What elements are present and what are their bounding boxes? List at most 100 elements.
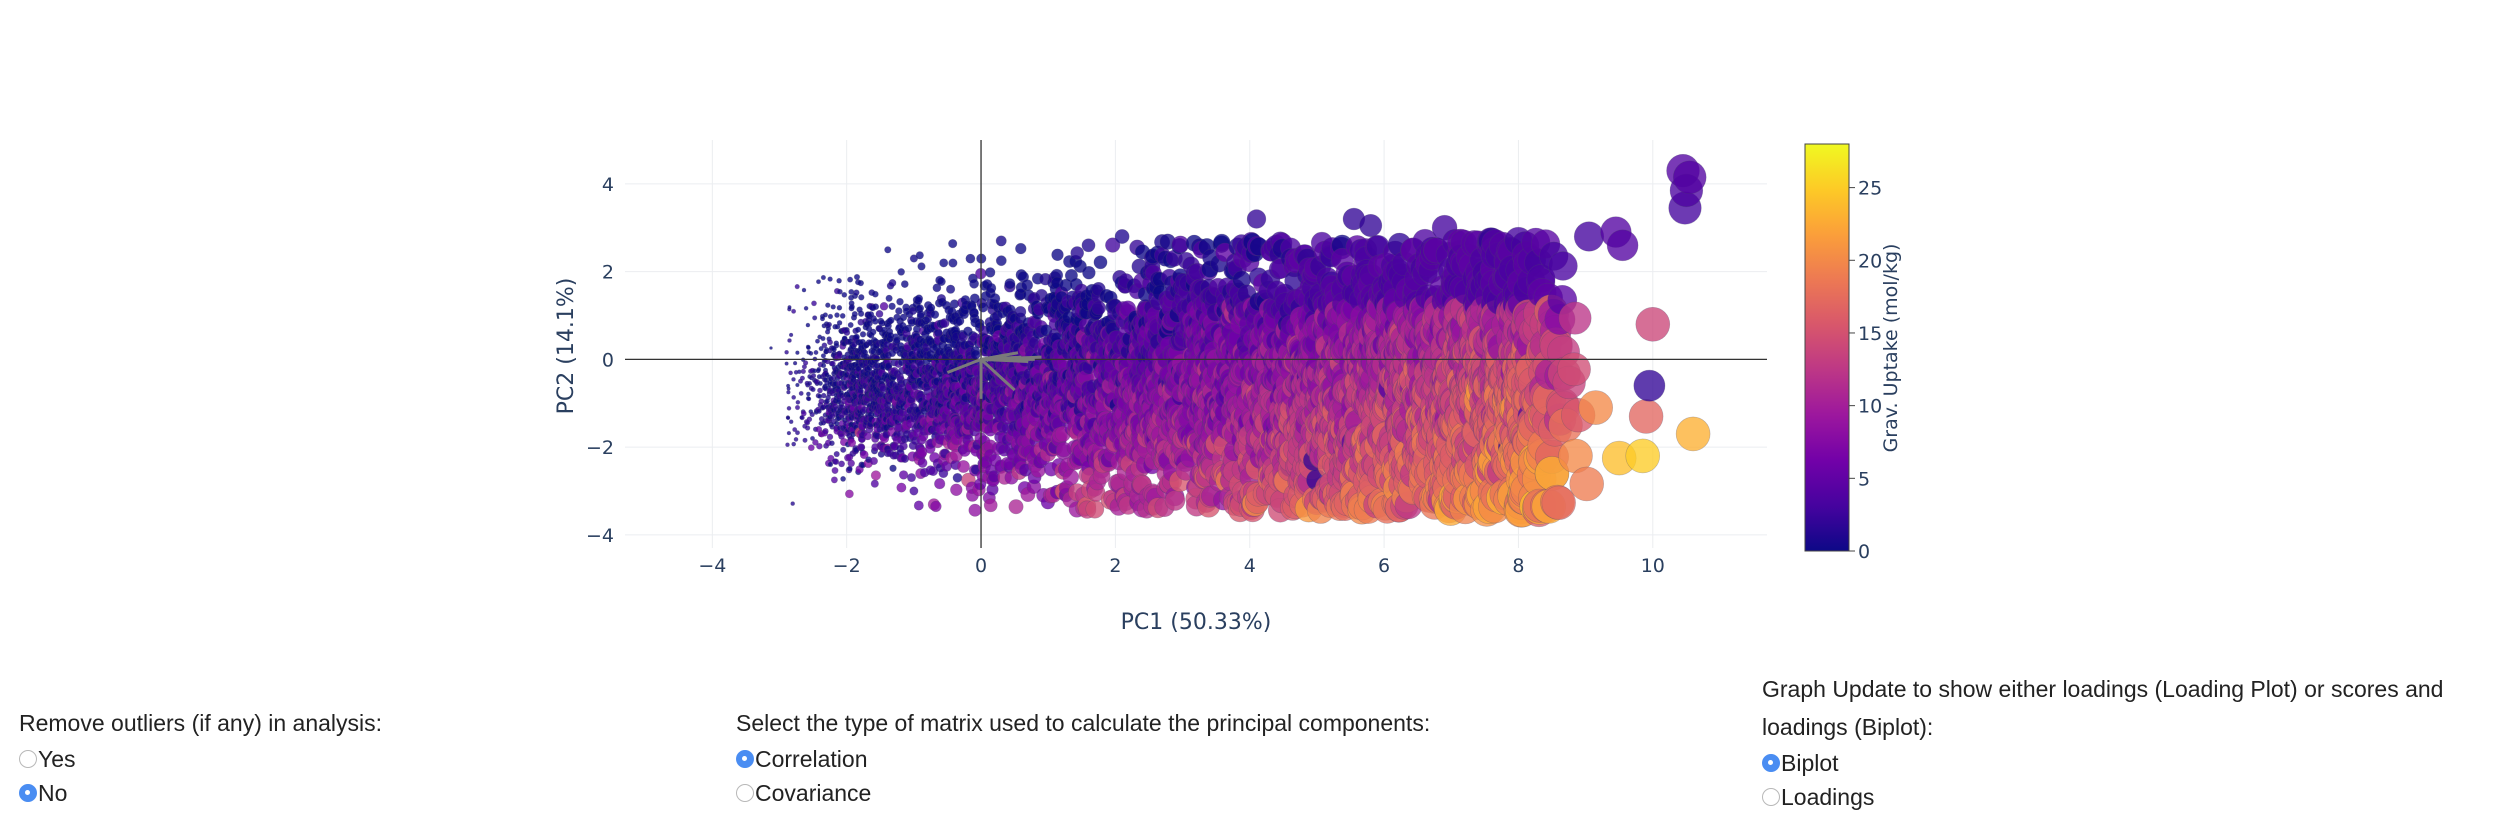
- score-point: [828, 314, 833, 319]
- score-point: [833, 459, 839, 465]
- score-point: [796, 400, 800, 404]
- score-point: [796, 351, 800, 355]
- score-point: [840, 313, 845, 318]
- score-point: [899, 442, 907, 450]
- score-point: [1071, 247, 1084, 260]
- score-point: [788, 339, 792, 343]
- score-point: [898, 268, 905, 275]
- score-point: [876, 310, 883, 317]
- score-point: [848, 322, 853, 327]
- score-point: [855, 327, 861, 333]
- score-point: [804, 306, 808, 310]
- score-point: [1063, 469, 1079, 485]
- score-point: [818, 381, 822, 385]
- score-point: [840, 447, 846, 453]
- score-point: [821, 275, 826, 280]
- score-point: [827, 340, 832, 345]
- score-point: [931, 311, 939, 319]
- score-point: [793, 361, 797, 365]
- score-point: [806, 392, 810, 396]
- score-point: [889, 303, 896, 310]
- score-point: [918, 458, 927, 467]
- score-point: [799, 391, 803, 395]
- score-point: [948, 239, 957, 248]
- score-point: [789, 333, 793, 337]
- score-point: [816, 443, 822, 449]
- score-point: [852, 311, 858, 317]
- score-point: [886, 295, 893, 302]
- score-point: [1015, 306, 1026, 317]
- score-point: [792, 395, 796, 399]
- score-point: [957, 460, 969, 472]
- score-point: [796, 383, 800, 387]
- score-point: [888, 317, 895, 324]
- score-point: [907, 473, 915, 481]
- score-point: [966, 254, 975, 263]
- score-point: [916, 252, 924, 260]
- score-point: [823, 313, 828, 318]
- score-points: [770, 154, 1711, 527]
- score-point: [770, 347, 773, 350]
- score-point: [996, 256, 1006, 266]
- score-point: [828, 277, 833, 282]
- score-point: [1009, 500, 1023, 514]
- score-point: [801, 369, 806, 374]
- score-point: [789, 371, 793, 375]
- score-point: [871, 480, 879, 488]
- score-point: [802, 288, 806, 292]
- score-point: [854, 274, 860, 280]
- score-point: [1005, 279, 1015, 289]
- score-point: [821, 363, 826, 368]
- score-point: [827, 322, 832, 327]
- score-point: [871, 471, 881, 481]
- score-point: [814, 350, 818, 354]
- score-point: [854, 290, 860, 296]
- score-point: [970, 279, 979, 288]
- score-point: [1082, 239, 1095, 252]
- score-point: [791, 309, 795, 313]
- score-point: [1094, 256, 1107, 269]
- score-point: [807, 397, 811, 401]
- score-point: [872, 291, 878, 297]
- score-point: [788, 305, 792, 309]
- score-point: [864, 432, 872, 440]
- score-point: [910, 487, 918, 495]
- score-point: [899, 471, 908, 480]
- score-point: [990, 294, 1000, 304]
- score-point: [787, 406, 791, 410]
- score-point: [971, 350, 980, 359]
- score-point: [795, 431, 799, 435]
- score-point: [805, 426, 810, 431]
- score-point: [889, 279, 896, 286]
- score-point: [874, 356, 880, 362]
- score-point: [807, 381, 811, 385]
- score-point: [1115, 229, 1129, 243]
- score-point: [795, 284, 800, 289]
- score-point: [825, 303, 830, 308]
- score-point: [811, 301, 816, 306]
- score-point: [897, 483, 906, 492]
- score-point: [811, 387, 816, 392]
- score-point: [808, 445, 814, 451]
- score-point: [870, 457, 878, 465]
- score-point: [807, 417, 812, 422]
- score-point: [996, 236, 1006, 246]
- score-point: [854, 334, 860, 340]
- score-point: [837, 278, 842, 283]
- score-point: [845, 490, 853, 498]
- score-point: [801, 411, 806, 416]
- score-point: [786, 443, 790, 447]
- score-point: [812, 316, 817, 321]
- score-point: [949, 259, 958, 268]
- score-point: [831, 477, 837, 483]
- score-point: [794, 437, 798, 441]
- score-point: [848, 460, 855, 467]
- score-point: [785, 362, 789, 366]
- score-point: [985, 268, 995, 278]
- score-point: [1247, 210, 1266, 229]
- score-point: [791, 502, 795, 506]
- score-point: [1015, 243, 1026, 254]
- score-point: [849, 304, 854, 309]
